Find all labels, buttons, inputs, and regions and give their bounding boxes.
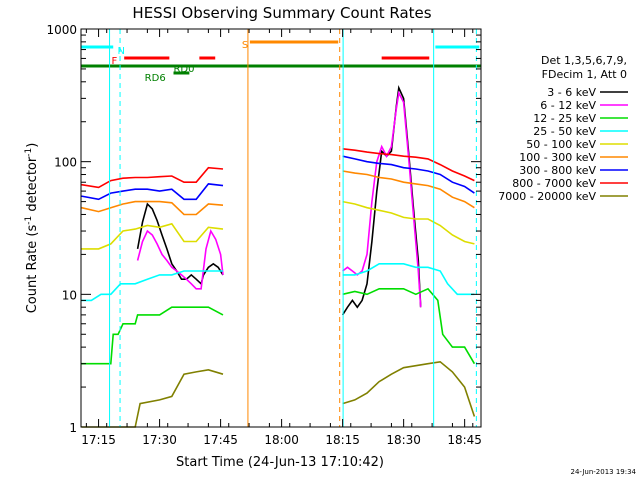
legend-header-1: Det 1,3,5,6,7,9,: [541, 54, 627, 67]
chart-title: HESSI Observing Summary Count Rates: [132, 4, 431, 22]
series-line-8-1: [342, 360, 476, 417]
mode-change-lines: [109, 29, 477, 427]
series-line-7-1: [342, 148, 475, 182]
series-line-5-0: [81, 200, 224, 216]
y-axis-label-sup2: -1: [24, 148, 34, 157]
series-line-4-0: [81, 222, 224, 250]
legend: Det 1,3,5,6,7,9, FDecim 1, Att 0 3 - 6 k…: [498, 54, 628, 203]
series-line-6-0: [81, 183, 224, 201]
legend-label-0: 3 - 6 keV: [547, 86, 596, 99]
y-axis-label-end: ): [25, 143, 40, 148]
x-tick-label-2: 17:45: [203, 433, 238, 447]
x-axis: 17:15 17:30 17:45 18:00 18:15 18:30 18:45: [81, 29, 482, 447]
legend-label-5: 100 - 300 keV: [519, 151, 596, 164]
flag-label-3: F: [112, 56, 118, 67]
y-axis-label-main: Count Rate (s: [25, 225, 40, 314]
series-line-2-0: [81, 306, 224, 365]
series-lines: [81, 85, 476, 428]
series-line-0-0: [136, 202, 224, 286]
series-line-5-1: [342, 170, 475, 209]
series-line-4-1: [342, 200, 475, 245]
y-tick-label-1: 10: [62, 288, 77, 302]
series-line-1-0: [136, 228, 224, 290]
x-tick-label-4: 18:15: [325, 433, 360, 447]
observing-flags: N S F RD0 RD6: [81, 40, 481, 84]
y-axis-label-sup1: -1: [24, 216, 34, 225]
y-axis: 1 10 100 1000: [46, 23, 481, 435]
flag-label-7: RD6: [145, 73, 166, 84]
y-tick-label-0: 1: [69, 421, 77, 435]
legend-label-6: 300 - 800 keV: [519, 164, 596, 177]
legend-label-7: 800 - 7000 keV: [512, 177, 596, 190]
legend-label-4: 50 - 100 keV: [526, 138, 596, 151]
y-axis-label-mid: detector: [25, 156, 40, 216]
y-tick-label-3: 1000: [46, 23, 77, 37]
x-tick-label-0: 17:15: [81, 433, 116, 447]
series-line-3-1: [342, 262, 475, 296]
y-tick-label-2: 100: [54, 156, 77, 170]
x-tick-label-6: 18:45: [447, 433, 482, 447]
series-line-0-1: [341, 85, 422, 316]
series-line-3-0: [81, 270, 223, 302]
legend-label-8: 7000 - 20000 keV: [498, 190, 596, 203]
legend-header-2: FDecim 1, Att 0: [542, 68, 627, 81]
plot-frame: [80, 28, 482, 428]
legend-label-2: 12 - 25 keV: [533, 112, 596, 125]
series-line-7-0: [81, 166, 224, 189]
y-axis-label: Count Rate (s-1 detector-1): [24, 143, 40, 314]
series-line-8-0: [81, 368, 224, 428]
x-tick-label-1: 17:30: [142, 433, 177, 447]
flag-label-6: RD0: [173, 64, 194, 75]
series-line-2-1: [342, 287, 476, 365]
legend-label-1: 6 - 12 keV: [540, 99, 596, 112]
x-axis-label: Start Time (24-Jun-13 17:10:42): [176, 455, 384, 470]
x-tick-label-3: 18:00: [264, 433, 299, 447]
flag-label-0: N: [118, 46, 125, 57]
x-tick-label-5: 18:30: [386, 433, 421, 447]
series-line-6-1: [342, 155, 475, 194]
legend-label-3: 25 - 50 keV: [533, 125, 596, 138]
flag-label-2: S: [242, 40, 248, 51]
timestamp: 24-Jun-2013 19:34: [571, 468, 637, 476]
